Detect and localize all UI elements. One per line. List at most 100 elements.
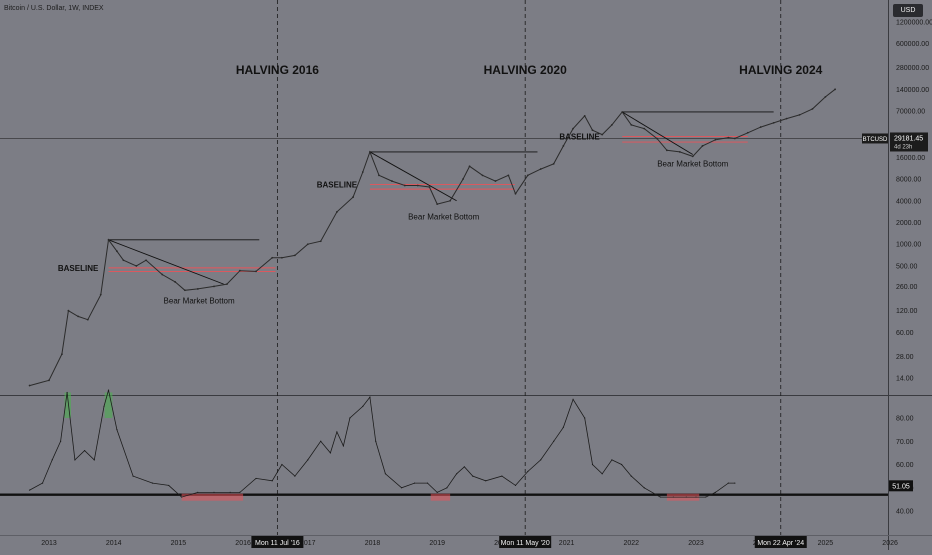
- price-point: [403, 184, 406, 187]
- price-point: [591, 129, 594, 132]
- rsi-point: [197, 491, 199, 493]
- price-point: [77, 315, 80, 318]
- price-tick-label: 600000.00: [896, 41, 929, 48]
- price-tick-label: 280000.00: [896, 65, 929, 72]
- rsi-point: [401, 487, 403, 489]
- price-point: [428, 186, 431, 188]
- rsi-point: [83, 449, 86, 452]
- price-point: [583, 114, 586, 117]
- rsi-point: [213, 491, 215, 493]
- bear-market-label: Bear Market Bottom: [164, 297, 235, 306]
- rsi-point: [271, 480, 273, 482]
- price-point: [391, 180, 393, 182]
- price-tag-value: 29181.45: [894, 135, 923, 142]
- rsi-point: [132, 475, 134, 477]
- price-tick-label: 1200000.00: [896, 20, 932, 27]
- rsi-point: [685, 496, 687, 498]
- price-point: [572, 127, 574, 130]
- price-point: [352, 196, 354, 198]
- rsi-point: [384, 473, 387, 475]
- price-tick-label: 260.00: [896, 284, 918, 291]
- rsi-point: [456, 473, 458, 475]
- rsi-tick-label: 80.00: [896, 416, 914, 423]
- rsi-point: [734, 482, 736, 484]
- rsi-point: [307, 459, 309, 461]
- price-point: [514, 192, 517, 195]
- baseline-label: BASELINE: [559, 133, 600, 142]
- rsi-point: [714, 491, 717, 493]
- price-point: [293, 254, 296, 257]
- price-point: [336, 211, 338, 213]
- rsi-point: [643, 487, 645, 489]
- price-series-line: [29, 88, 836, 387]
- rsi-point: [695, 496, 697, 498]
- rsi-point: [672, 496, 674, 498]
- time-axis-border: [0, 535, 932, 536]
- price-point: [99, 293, 102, 296]
- price-tag-box: [890, 132, 928, 152]
- trend-line: [622, 111, 693, 155]
- rsi-point: [553, 440, 555, 442]
- time-tick-label: 2013: [41, 540, 57, 547]
- halving-date-label: Mon 11 May '20: [501, 540, 550, 547]
- time-tick-label: 2016: [235, 540, 251, 547]
- currency-button[interactable]: USD: [893, 4, 923, 17]
- halving-label: HALVING 2024: [739, 63, 822, 77]
- price-point: [319, 240, 322, 243]
- pane-separator: [0, 395, 932, 396]
- symbol-tag-label: BTCUSD: [863, 137, 888, 143]
- rsi-point: [320, 440, 322, 442]
- rsi-point: [255, 477, 257, 480]
- halving-date-tag: [754, 536, 807, 548]
- rsi-tag-value: 51.05: [892, 483, 910, 490]
- price-point: [449, 199, 452, 202]
- rsi-point: [362, 405, 364, 407]
- rsi-point: [281, 463, 283, 466]
- rsi-point: [336, 431, 338, 433]
- price-point: [28, 384, 31, 387]
- bear-market-label: Bear Market Bottom: [657, 159, 728, 168]
- price-tick-label: 120.00: [896, 308, 918, 315]
- bear-market-label: Bear Market Bottom: [408, 213, 479, 222]
- rsi-overbought-highlight: [104, 392, 113, 418]
- trend-line: [369, 151, 457, 202]
- rsi-point: [239, 491, 241, 493]
- rsi-point: [229, 491, 231, 493]
- rsi-oversold-highlight: [430, 493, 451, 501]
- price-point: [785, 117, 788, 120]
- price-point: [369, 151, 371, 153]
- price-point: [834, 88, 837, 91]
- time-tick-label: 2025: [818, 540, 834, 547]
- rsi-point: [375, 440, 377, 442]
- price-point: [135, 265, 138, 267]
- halving-label: HALVING 2016: [236, 63, 319, 77]
- halving-date-tag: [499, 536, 552, 548]
- price-point: [526, 174, 529, 177]
- rsi-point: [74, 459, 76, 461]
- rsi-point: [514, 484, 517, 487]
- price-point: [824, 95, 827, 98]
- price-tick-label: 500.00: [896, 263, 918, 270]
- rsi-point: [601, 473, 603, 475]
- price-point: [416, 184, 419, 187]
- time-tick-label: 2018: [365, 540, 381, 547]
- symbol-title: Bitcoin / U.S. Dollar, 1W, INDEX: [4, 5, 104, 12]
- rsi-point: [369, 396, 371, 398]
- rsi-point: [107, 389, 110, 391]
- price-point: [630, 124, 633, 126]
- price-point: [122, 259, 125, 262]
- price-point: [610, 124, 613, 126]
- price-point: [255, 270, 257, 273]
- price-point: [733, 137, 736, 140]
- price-point: [727, 136, 730, 139]
- price-point: [678, 151, 681, 153]
- price-point: [714, 138, 717, 141]
- rsi-point: [620, 463, 623, 466]
- rsi-point: [168, 484, 170, 487]
- price-point: [48, 379, 50, 382]
- price-point: [238, 269, 241, 272]
- price-point: [746, 131, 749, 134]
- price-point: [361, 171, 364, 173]
